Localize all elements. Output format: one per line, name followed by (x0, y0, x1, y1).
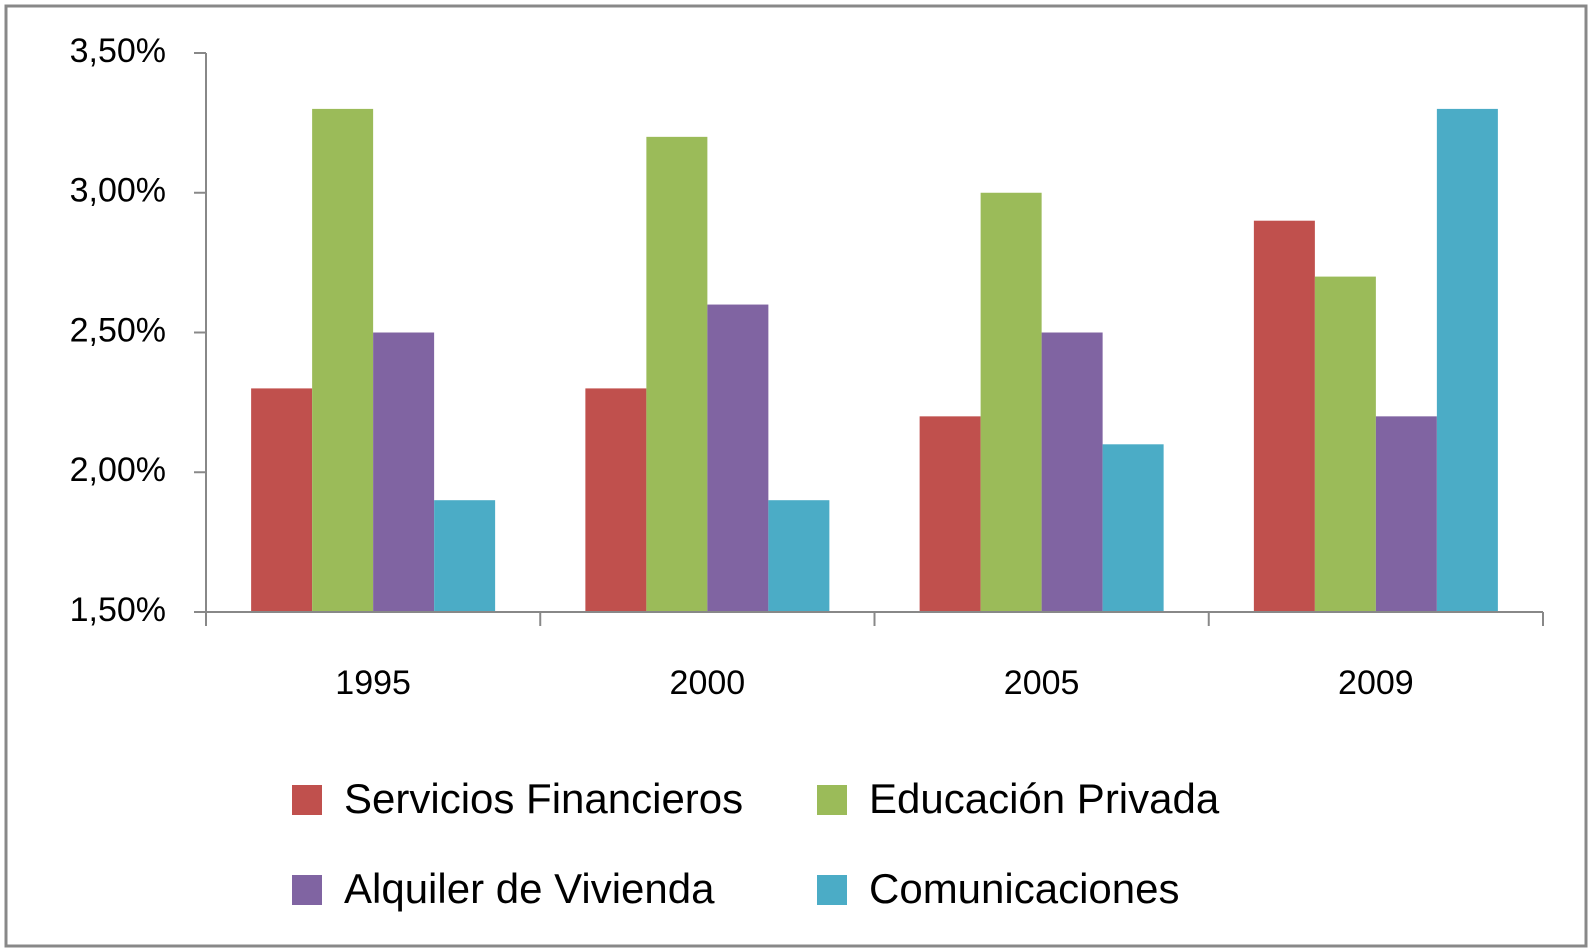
legend-label: Comunicaciones (869, 865, 1180, 912)
y-tick-label: 2,50% (70, 311, 166, 349)
x-tick-label: 1995 (335, 664, 411, 702)
legend-swatch (817, 785, 847, 815)
bar (312, 108, 374, 613)
bar (373, 332, 435, 612)
x-tick-label: 2000 (670, 664, 746, 702)
legend-label: Servicios Financieros (344, 775, 743, 822)
x-tick-label: 2009 (1338, 664, 1414, 702)
bar (707, 304, 769, 612)
bar (251, 388, 313, 612)
legend-label: Alquiler de Vivienda (344, 865, 715, 912)
legend-swatch (817, 875, 847, 905)
legend-swatch (292, 875, 322, 905)
bar (1041, 332, 1103, 612)
y-tick-label: 3,50% (70, 32, 166, 70)
legend-label: Educación Privada (869, 775, 1220, 822)
bar (1314, 276, 1376, 612)
x-tick-label: 2005 (1004, 664, 1080, 702)
bar (1253, 220, 1315, 612)
bar (646, 136, 708, 612)
bar (585, 388, 647, 612)
bar (1436, 108, 1498, 613)
legend-swatch (292, 785, 322, 815)
y-tick-label: 2,00% (70, 451, 166, 489)
bar (434, 500, 496, 612)
y-tick-label: 3,00% (70, 172, 166, 210)
y-tick-label: 1,50% (70, 591, 166, 629)
bar (980, 192, 1042, 612)
bar (1102, 444, 1164, 612)
bar (919, 416, 981, 612)
bar (1375, 416, 1437, 612)
bar (768, 500, 830, 612)
